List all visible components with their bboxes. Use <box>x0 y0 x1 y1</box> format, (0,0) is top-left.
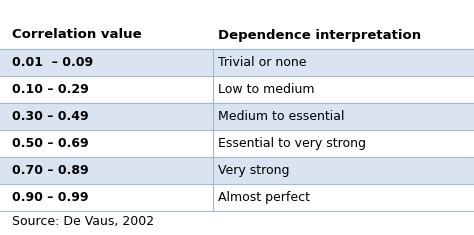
Text: Almost perfect: Almost perfect <box>218 191 310 204</box>
Text: 0.01  – 0.09: 0.01 – 0.09 <box>12 56 93 69</box>
Bar <box>0 103 474 130</box>
Text: Dependence interpretation: Dependence interpretation <box>218 28 421 42</box>
Text: Correlation value: Correlation value <box>12 28 141 42</box>
Bar <box>0 184 474 211</box>
Bar <box>0 76 474 103</box>
Text: 0.50 – 0.69: 0.50 – 0.69 <box>12 137 89 150</box>
Text: Low to medium: Low to medium <box>218 83 315 96</box>
Text: 0.70 – 0.89: 0.70 – 0.89 <box>12 164 89 177</box>
Text: Essential to very strong: Essential to very strong <box>218 137 366 150</box>
Bar <box>0 49 474 76</box>
Text: Very strong: Very strong <box>218 164 290 177</box>
Text: Source: De Vaus, 2002: Source: De Vaus, 2002 <box>12 215 154 228</box>
Text: 0.90 – 0.99: 0.90 – 0.99 <box>12 191 88 204</box>
Bar <box>0 130 474 157</box>
Text: 0.30 – 0.49: 0.30 – 0.49 <box>12 110 89 123</box>
Text: Medium to essential: Medium to essential <box>218 110 345 123</box>
Text: 0.10 – 0.29: 0.10 – 0.29 <box>12 83 89 96</box>
Text: Trivial or none: Trivial or none <box>218 56 307 69</box>
Bar <box>0 157 474 184</box>
Bar <box>0 21 474 49</box>
